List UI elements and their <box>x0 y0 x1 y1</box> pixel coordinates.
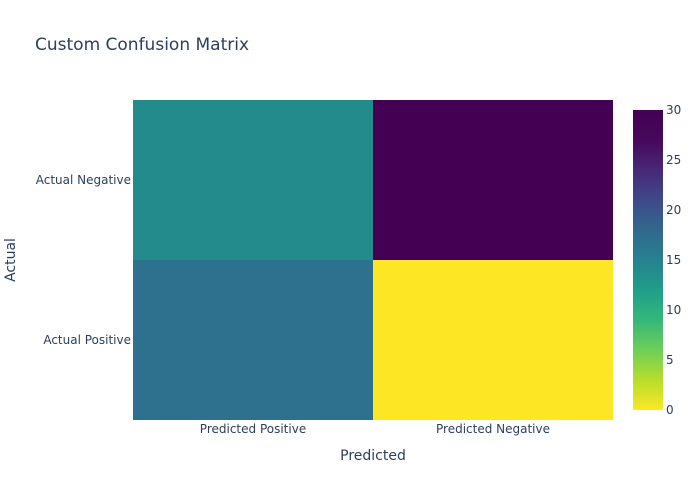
heatmap-cells <box>133 100 613 420</box>
heatmap-cell <box>133 260 373 420</box>
heatmap-cell <box>373 100 613 260</box>
colorbar-tick-label: 15 <box>666 253 681 267</box>
y-axis-title: Actual <box>3 238 19 282</box>
y-axis-ticks: Actual Negative Actual Positive <box>36 173 131 347</box>
x-tick-label: Predicted Positive <box>200 422 306 436</box>
x-axis-title: Predicted <box>340 448 406 464</box>
colorbar-ticks: 0 5 10 15 20 25 30 <box>666 103 681 417</box>
y-tick-label: Actual Positive <box>43 333 131 347</box>
colorbar-tick-label: 25 <box>666 153 681 167</box>
colorbar-tick-label: 30 <box>666 103 681 117</box>
colorbar-tick-label: 20 <box>666 203 681 217</box>
x-axis-ticks: Predicted Positive Predicted Negative <box>200 422 550 436</box>
chart-title: Custom Confusion Matrix <box>35 35 249 55</box>
colorbar-tick-label: 10 <box>666 303 681 317</box>
heatmap-cell <box>373 260 613 420</box>
colorbar <box>633 110 663 410</box>
colorbar-tick-label: 0 <box>666 403 674 417</box>
colorbar-tick-label: 5 <box>666 353 674 367</box>
y-tick-label: Actual Negative <box>36 173 131 187</box>
heatmap-cell <box>133 100 373 260</box>
x-tick-label: Predicted Negative <box>436 422 550 436</box>
